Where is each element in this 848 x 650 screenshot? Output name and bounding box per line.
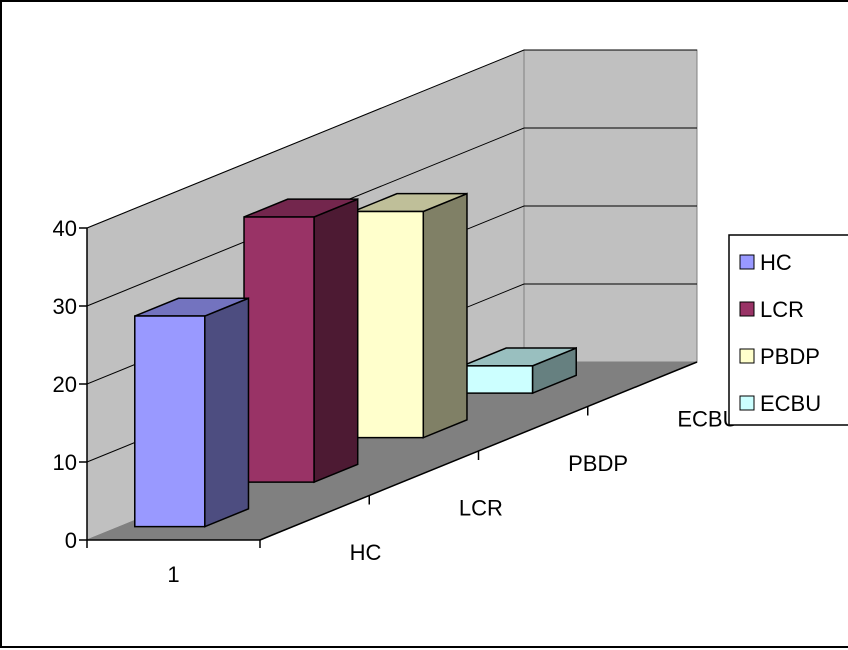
depth-category-label: LCR bbox=[459, 495, 503, 520]
legend-item-pbdp: PBDP bbox=[739, 344, 820, 369]
legend-item-hc: HC bbox=[739, 250, 792, 275]
bar-front bbox=[134, 315, 206, 528]
legend-swatch bbox=[739, 301, 755, 317]
depth-category-label: HC bbox=[350, 540, 382, 565]
legend: HC LCR PBDP ECBU bbox=[728, 234, 848, 426]
bar-pbdp bbox=[352, 192, 468, 439]
gridline bbox=[86, 49, 697, 229]
y-tick-label: 40 bbox=[53, 216, 77, 241]
y-tick-label: 30 bbox=[53, 294, 77, 319]
y-tick-label: 20 bbox=[53, 372, 77, 397]
legend-label: LCR bbox=[760, 297, 804, 322]
legend-item-ecbu: ECBU bbox=[739, 391, 821, 416]
bar-front bbox=[461, 365, 534, 394]
bar-lcr bbox=[243, 198, 359, 484]
bar-side bbox=[422, 192, 468, 439]
axes bbox=[79, 227, 698, 548]
y-tick-label: 10 bbox=[53, 450, 77, 475]
x-category-label: 1 bbox=[167, 562, 179, 587]
depth-category-label: PBDP bbox=[568, 451, 628, 476]
legend-swatch bbox=[739, 254, 755, 270]
bar-ecbu bbox=[461, 346, 577, 395]
legend-label: PBDP bbox=[760, 344, 820, 369]
bar-front bbox=[243, 216, 315, 483]
legend-item-lcr: LCR bbox=[739, 297, 804, 322]
legend-label: ECBU bbox=[760, 391, 821, 416]
legend-label: HC bbox=[760, 250, 792, 275]
gridline bbox=[86, 127, 697, 307]
bar-hc bbox=[134, 297, 250, 528]
bar-front bbox=[352, 210, 425, 439]
legend-swatch bbox=[739, 348, 755, 364]
y-tick-label: 0 bbox=[65, 528, 77, 553]
bar-side bbox=[204, 297, 250, 528]
legend-swatch bbox=[739, 395, 755, 411]
y-tick-labels: 0 10 20 30 40 bbox=[53, 216, 77, 553]
bar-side bbox=[313, 198, 359, 484]
bars bbox=[134, 192, 577, 528]
